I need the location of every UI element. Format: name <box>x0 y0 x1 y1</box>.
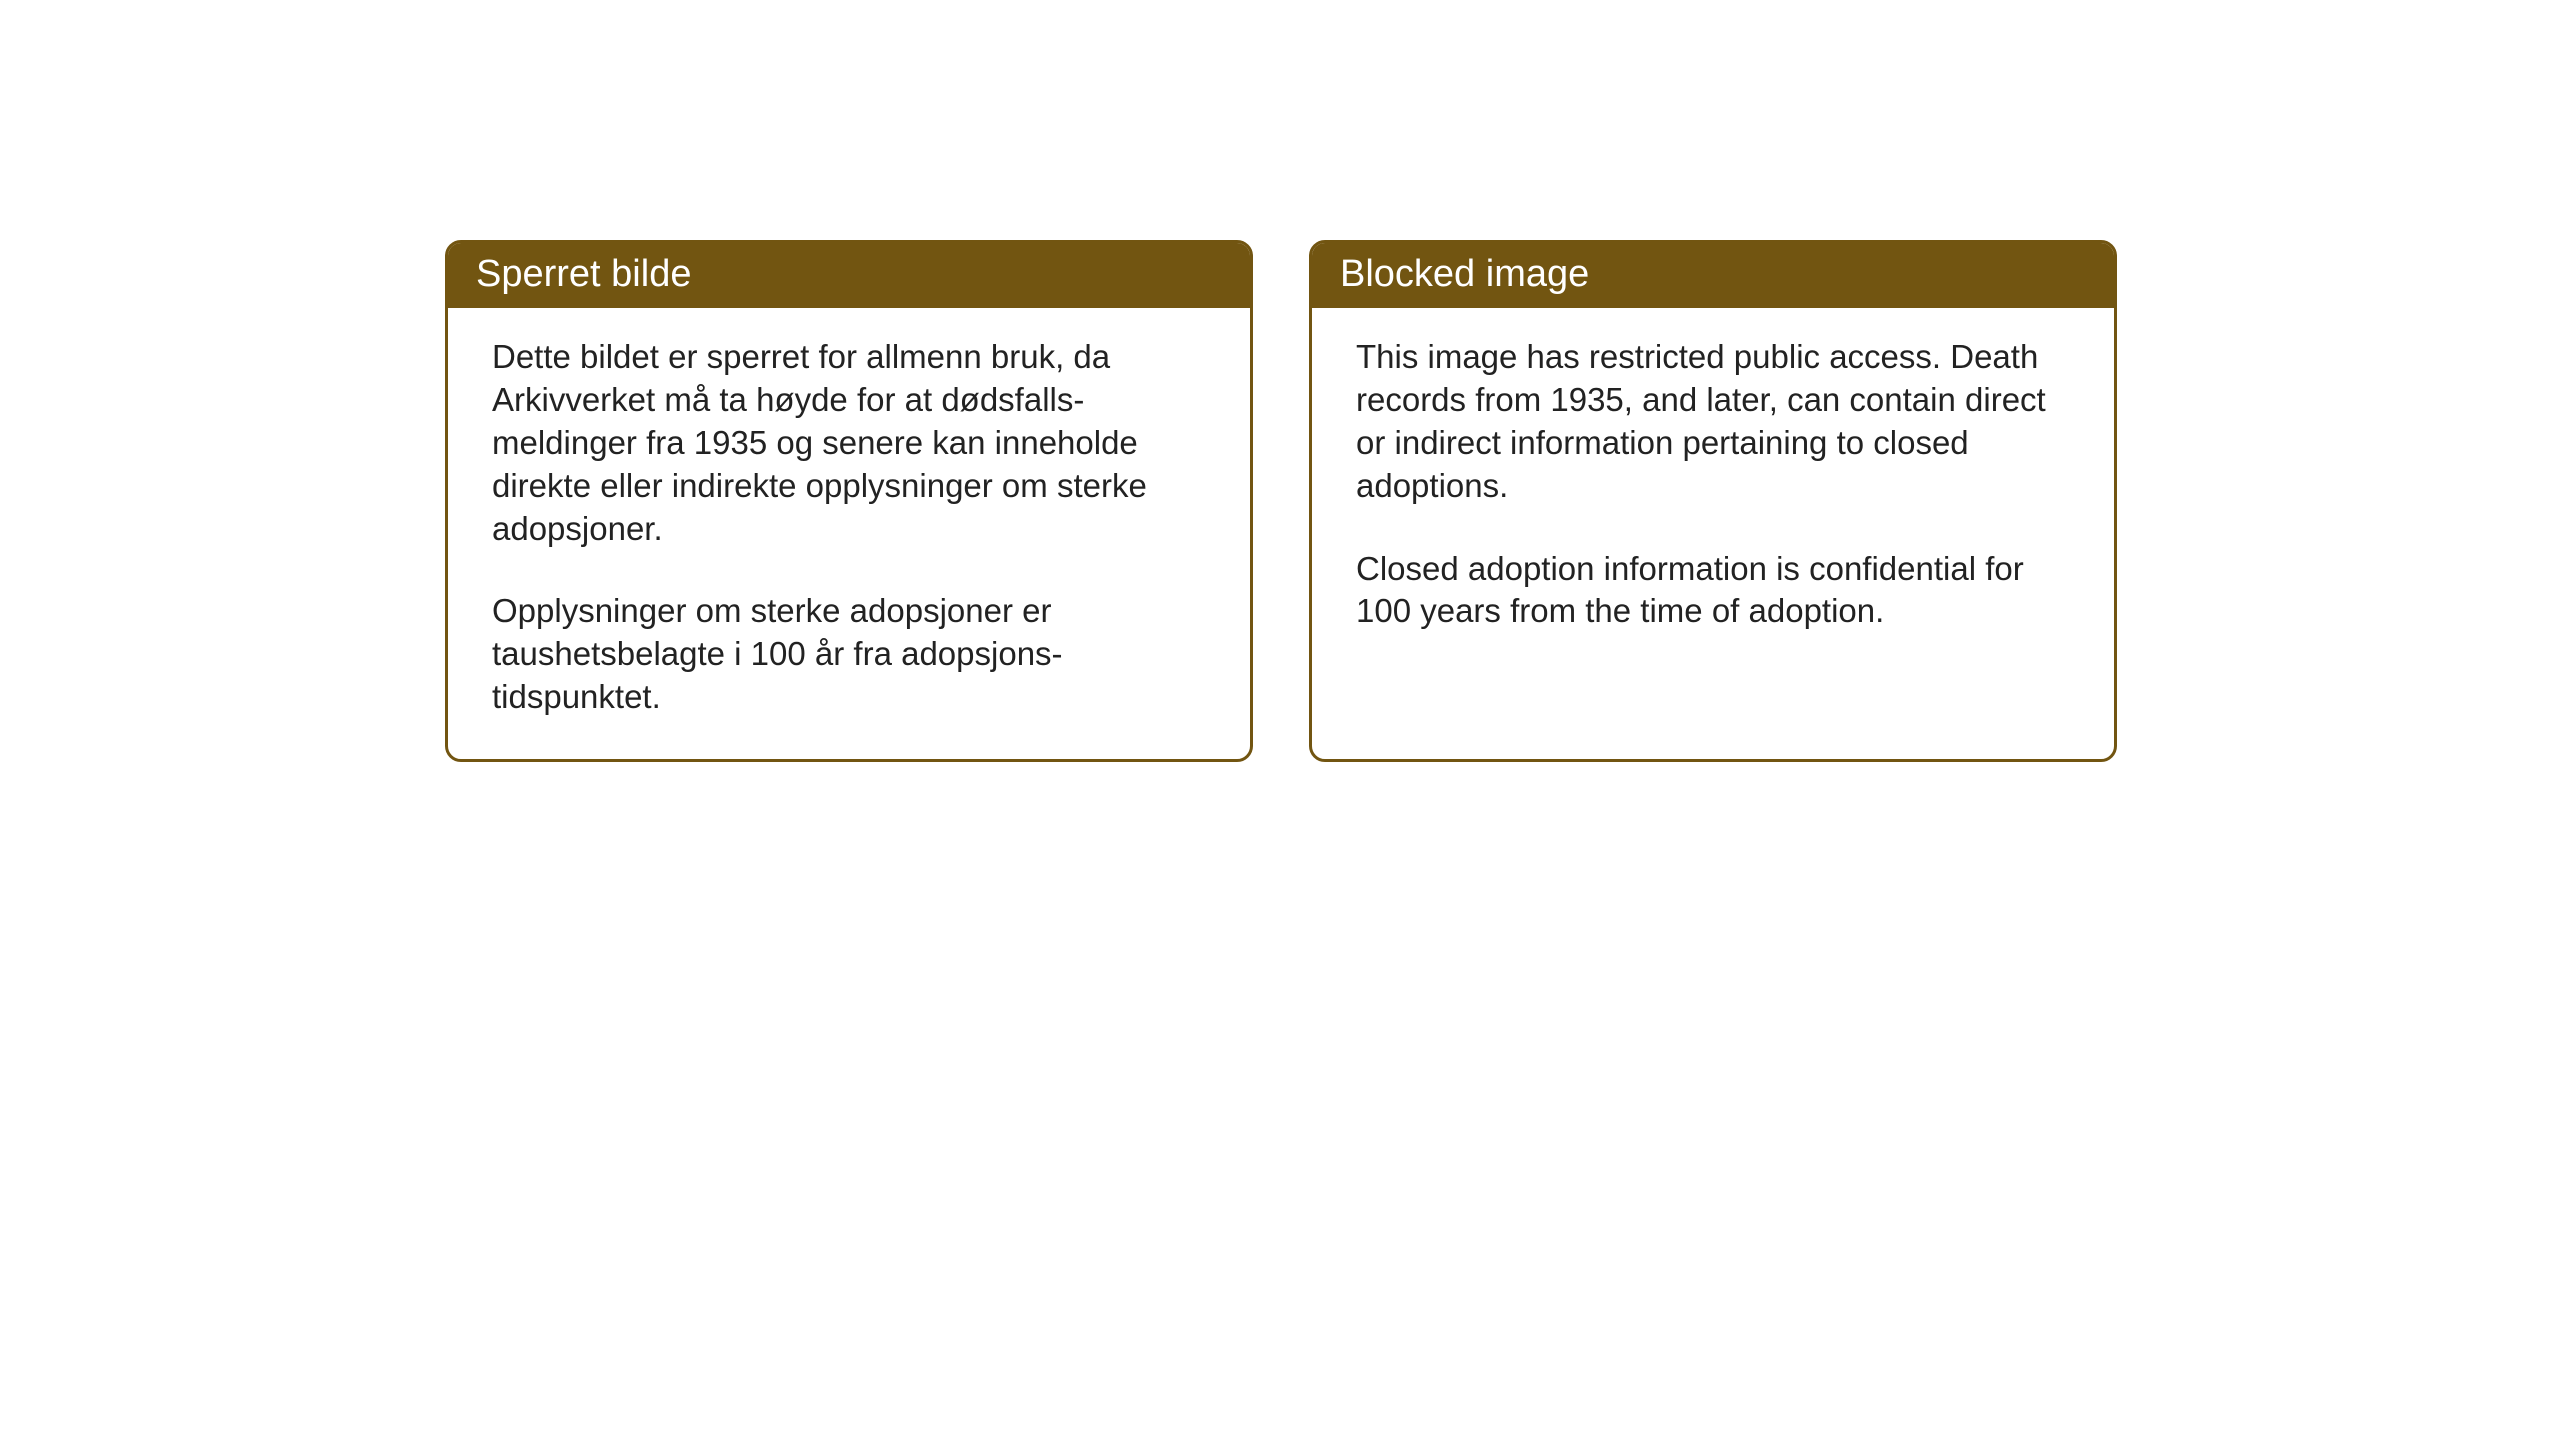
notice-panel-english: Blocked image This image has restricted … <box>1309 240 2117 762</box>
panel-header-norwegian: Sperret bilde <box>448 243 1250 308</box>
panel-text-english-2: Closed adoption information is confident… <box>1356 548 2070 634</box>
panel-text-norwegian-2: Opplysninger om sterke adopsjoner er tau… <box>492 590 1206 719</box>
notice-panel-norwegian: Sperret bilde Dette bildet er sperret fo… <box>445 240 1253 762</box>
panel-header-english: Blocked image <box>1312 243 2114 308</box>
panel-body-english: This image has restricted public access.… <box>1312 308 2114 753</box>
panel-body-norwegian: Dette bildet er sperret for allmenn bruk… <box>448 308 1250 759</box>
panel-text-english-1: This image has restricted public access.… <box>1356 336 2070 508</box>
panel-text-norwegian-1: Dette bildet er sperret for allmenn bruk… <box>492 336 1206 550</box>
notice-container: Sperret bilde Dette bildet er sperret fo… <box>445 240 2117 762</box>
